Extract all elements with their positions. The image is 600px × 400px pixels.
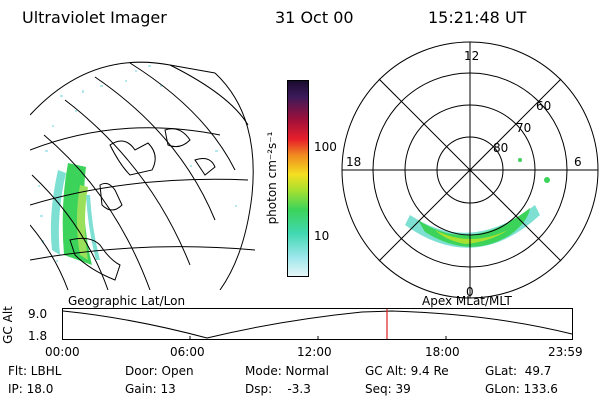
door-info: Door: Open	[125, 364, 194, 378]
colorbar-tick-10: 10	[314, 229, 330, 243]
colorbar-tick-100: 100	[314, 140, 337, 154]
altitude-xtick-0000: 00:00	[45, 345, 80, 359]
instrument-title: Ultraviolet Imager	[22, 8, 167, 27]
seq-info: Seq: 39	[365, 382, 411, 396]
geo-aurora-image	[38, 63, 237, 265]
altitude-plot	[62, 308, 573, 340]
polar-aurora-image	[405, 158, 550, 248]
altitude-xtick-1800: 18:00	[425, 345, 460, 359]
altitude-xtick-2359: 23:59	[548, 345, 583, 359]
altitude-xtick-1200: 12:00	[297, 345, 332, 359]
glat-info: GLat: 49.7	[485, 364, 552, 378]
altitude-xtick-0600: 06:00	[170, 345, 205, 359]
gc-alt-info: GC Alt: 9.4 Re	[365, 364, 449, 378]
mlt-label-0: 0	[466, 285, 474, 299]
lat-label-80: 80	[493, 141, 508, 155]
gain-info: Gain: 13	[125, 382, 176, 396]
time-label: 15:21:48 UT	[428, 8, 527, 27]
ip-info: IP: 18.0	[8, 382, 54, 396]
intensity-colorbar	[287, 80, 309, 277]
lat-label-70: 70	[516, 121, 531, 135]
altitude-curve	[62, 310, 573, 339]
polar-mlt-panel: 12 18 6 0 60 70 80	[341, 41, 599, 299]
geographic-map-panel	[30, 61, 256, 290]
mode-info: Mode: Normal	[245, 364, 329, 378]
mlt-label-18: 18	[346, 155, 361, 169]
colorbar-label: photon cm⁻²s⁻¹	[265, 131, 279, 225]
geo-panel-label: Geographic Lat/Lon	[68, 294, 186, 308]
mlt-label-12: 12	[464, 49, 479, 63]
polar-panel-label: Apex MLat/MLT	[422, 294, 512, 308]
flt-info: Flt: LBHL	[8, 364, 62, 378]
dsp-info: Dsp: -3.3	[245, 382, 311, 396]
glon-info: GLon: 133.6	[485, 382, 558, 396]
altitude-ytick-9: 9.0	[28, 307, 48, 321]
date-label: 31 Oct 00	[275, 8, 354, 27]
altitude-ytick-1_8: 1.8	[28, 329, 48, 343]
lat-label-60: 60	[536, 99, 551, 113]
altitude-ylabel: GC Alt	[1, 306, 15, 344]
mlt-label-6: 6	[574, 155, 582, 169]
